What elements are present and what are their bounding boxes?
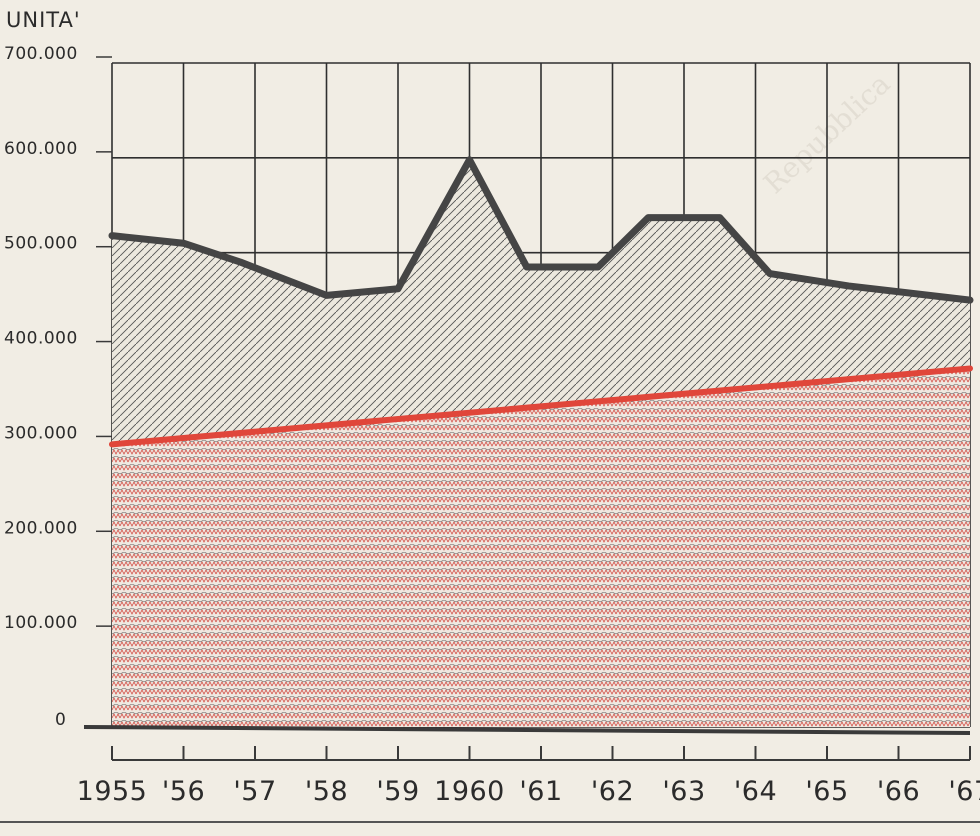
y-tick-label: 0 bbox=[55, 710, 66, 730]
x-tick-label: '66 bbox=[877, 776, 920, 807]
x-tick-label: '61 bbox=[519, 776, 562, 807]
x-tick-label: '56 bbox=[162, 776, 205, 807]
y-tick-label: 600.000 bbox=[4, 139, 78, 159]
y-tick-label: 300.000 bbox=[4, 423, 78, 443]
x-tick-label: '57 bbox=[233, 776, 276, 807]
x-tick-label: '67 bbox=[948, 776, 980, 807]
x-tick-label: '65 bbox=[805, 776, 848, 807]
y-tick-label: 500.000 bbox=[4, 234, 78, 254]
y-tick-label: 400.000 bbox=[4, 329, 78, 349]
line-red bbox=[109, 365, 973, 448]
x-axis: 1955 '56 '57 '58 '59 1960 '61 '62 '63 '64 '65 '66 '6… bbox=[0, 746, 980, 823]
line-total bbox=[108, 156, 974, 304]
plot-areas bbox=[83, 156, 974, 735]
area-red bbox=[112, 368, 970, 727]
y-axis: 0 100.000 200.000 300.000 400.000 500.000 600.… bbox=[4, 44, 112, 730]
y-axis-title: UNITA' bbox=[6, 8, 81, 32]
x-tick-label: 1955 bbox=[77, 776, 148, 807]
x-tick-label: '59 bbox=[376, 776, 419, 807]
y-tick-label: 100.000 bbox=[4, 613, 78, 633]
y-tick-label: 200.000 bbox=[4, 518, 78, 538]
x-tick-label: '58 bbox=[305, 776, 348, 807]
x-tick-label: '64 bbox=[734, 776, 777, 807]
x-tick-label: '63 bbox=[662, 776, 705, 807]
baseline bbox=[83, 725, 971, 735]
y-tick-label: 700.000 bbox=[4, 44, 78, 64]
x-tick-label: 1960 bbox=[434, 776, 505, 807]
x-tick-label: '62 bbox=[591, 776, 634, 807]
